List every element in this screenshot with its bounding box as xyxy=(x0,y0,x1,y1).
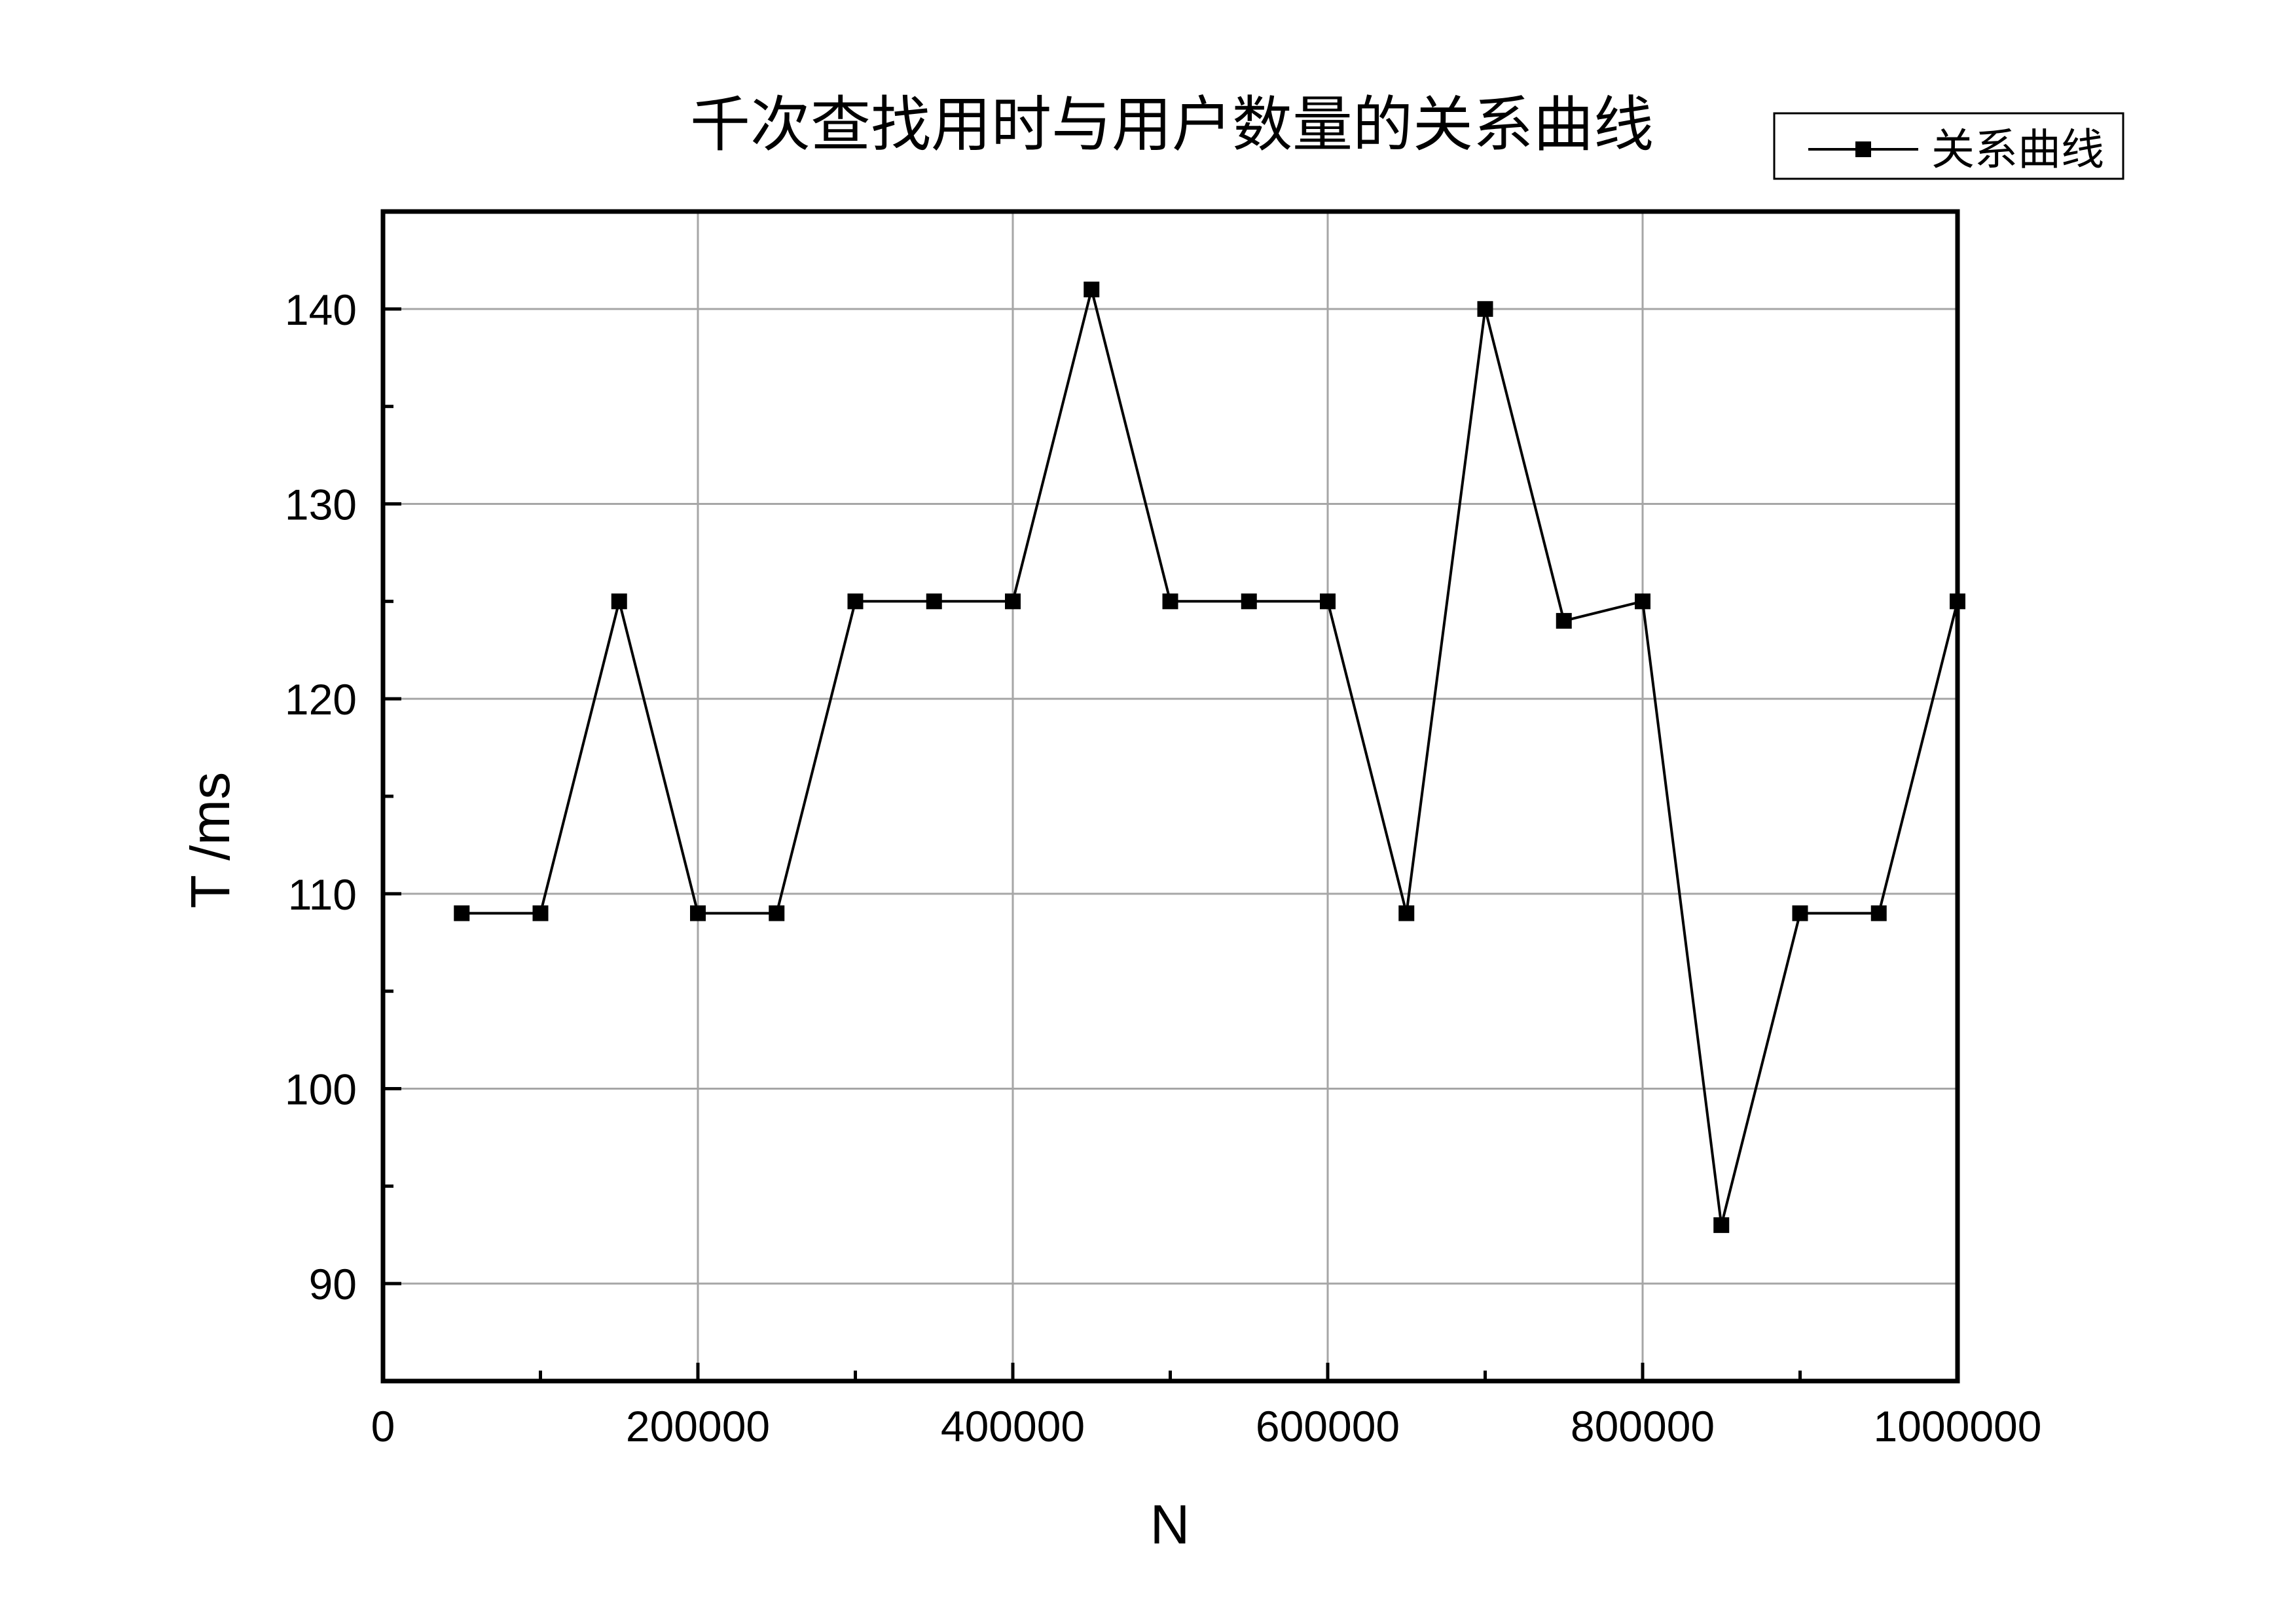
y-tick-label: 90 xyxy=(309,1260,357,1308)
x-tick-label: 400000 xyxy=(941,1402,1085,1450)
data-point-marker xyxy=(690,905,706,921)
data-point-marker xyxy=(1398,905,1415,921)
series-layer xyxy=(454,282,1965,1233)
y-axis-title: T /ms xyxy=(179,772,241,908)
data-point-marker xyxy=(1162,593,1178,610)
data-point-marker xyxy=(926,593,942,610)
axis-ticks xyxy=(381,307,1959,1381)
grid-lines xyxy=(383,212,1958,1381)
data-point-marker xyxy=(532,905,549,921)
data-point-marker xyxy=(847,593,864,610)
legend-box xyxy=(1773,112,2124,180)
y-tick-label: 140 xyxy=(285,286,357,334)
x-tick-label: 800000 xyxy=(1571,1402,1715,1450)
x-tick-label: 600000 xyxy=(1256,1402,1400,1450)
y-tick-label: 130 xyxy=(285,481,357,529)
data-point-marker xyxy=(1084,282,1100,298)
data-point-marker xyxy=(769,905,785,921)
x-axis-title: N xyxy=(1150,1494,1190,1555)
data-point-marker xyxy=(1005,593,1021,610)
series-line xyxy=(462,289,1959,1226)
legend-marker-swatch xyxy=(1855,141,1871,157)
x-tick-label: 0 xyxy=(371,1402,395,1450)
data-point-marker xyxy=(1870,905,1887,921)
x-tick-label: 200000 xyxy=(626,1402,770,1450)
data-point-marker xyxy=(454,905,470,921)
y-tick-label: 110 xyxy=(288,870,357,919)
tick-labels: 0 200000 400000 600000 800000 1000000 90 100 110… xyxy=(285,286,2042,1450)
chart-title: 千次查找用时与用户数量的关系曲线 xyxy=(690,92,1654,158)
data-point-marker xyxy=(1241,593,1257,610)
legend-label: 关系曲线 xyxy=(1931,125,2104,174)
y-tick-label: 100 xyxy=(285,1065,357,1114)
data-point-marker xyxy=(1792,905,1808,921)
legend: 关系曲线 xyxy=(1773,112,2124,180)
data-point-marker xyxy=(611,593,627,610)
x-tick-label: 1000000 xyxy=(1874,1402,2042,1450)
y-tick-label: 120 xyxy=(285,675,357,724)
data-point-marker xyxy=(1713,1217,1730,1233)
data-point-marker xyxy=(1556,613,1572,629)
data-point-marker xyxy=(1320,593,1336,610)
data-point-marker xyxy=(1477,301,1493,317)
data-point-marker xyxy=(1635,593,1650,610)
